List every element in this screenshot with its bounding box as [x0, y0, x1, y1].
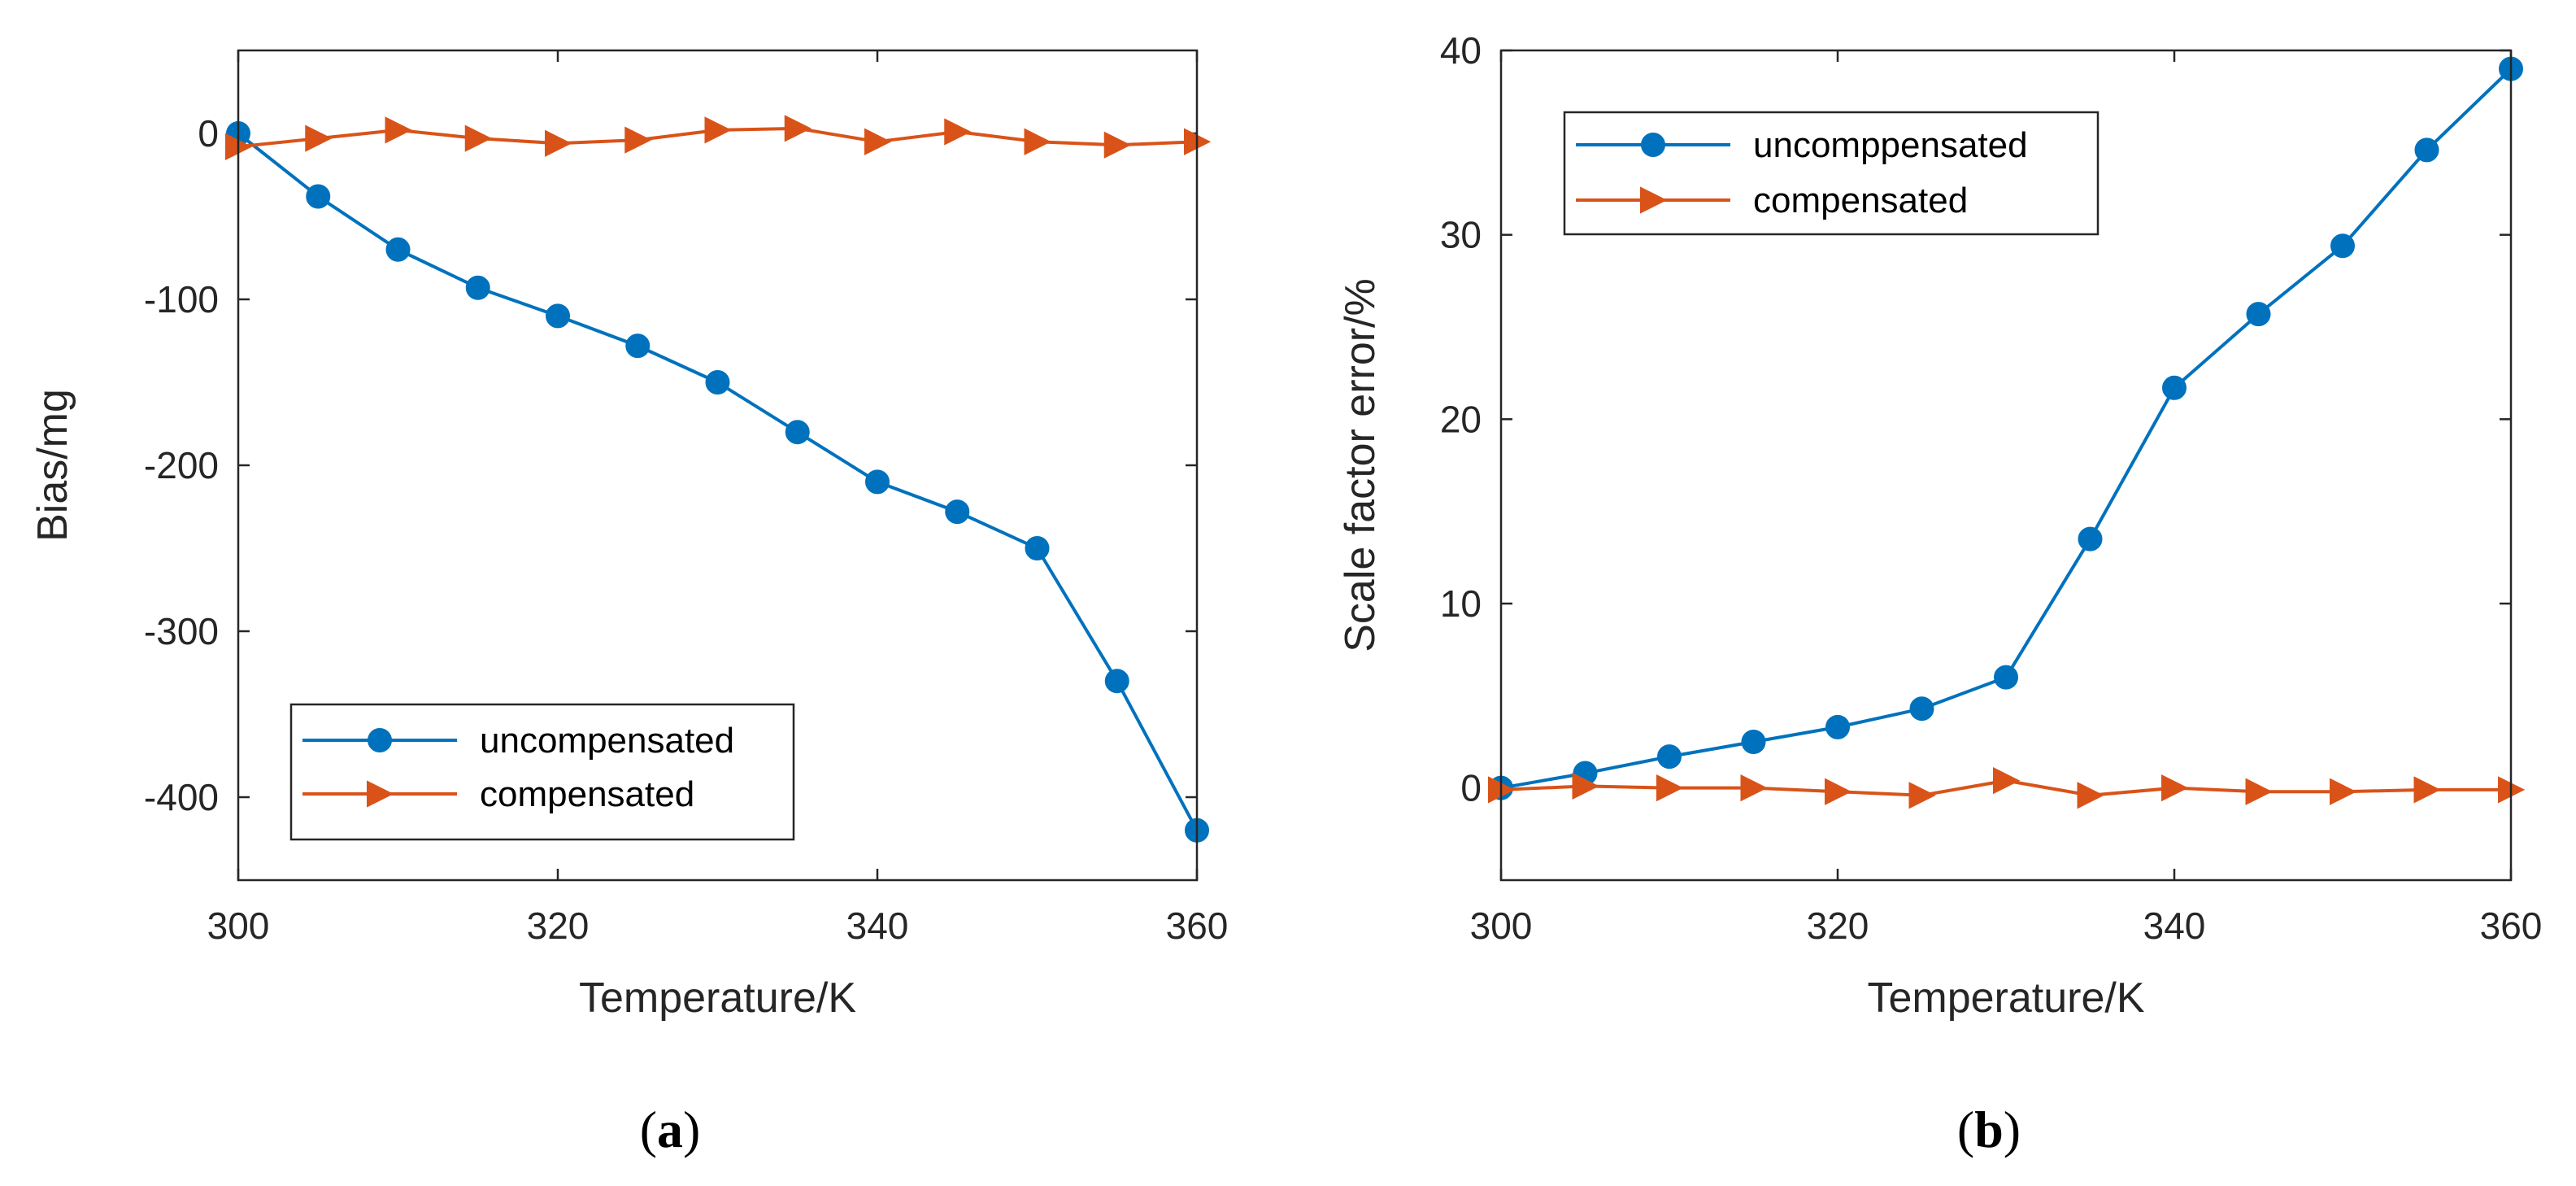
panel-label: (a) — [640, 1101, 701, 1158]
data-point — [1024, 128, 1051, 155]
data-point — [1104, 669, 1129, 694]
x-tick-label: 320 — [527, 905, 590, 947]
axes-box — [237, 49, 1199, 882]
legend-marker — [367, 780, 394, 808]
data-point — [1993, 766, 2021, 795]
series-uncompensated — [226, 121, 1209, 843]
data-point — [864, 128, 892, 155]
y-tick-label: -100 — [144, 278, 219, 320]
y-tick-label: -200 — [144, 444, 219, 486]
data-point — [1825, 714, 1850, 739]
panel-letter: b — [1974, 1101, 2004, 1158]
chart-panel-b: 300 320 340 360 0 10 20 30 40 Temperature/K Scale … — [1337, 29, 2542, 1158]
chart-panel-a: 300 320 340 360 0 -100 -200 -300 -400 Temperature… — [29, 49, 1229, 1158]
x-tick-label: 320 — [1807, 905, 1869, 947]
data-point — [2413, 776, 2441, 804]
data-point — [1103, 131, 1131, 159]
y-axis-label: Scale factor error/% — [1337, 278, 1384, 652]
legend: uncompensated compensated — [289, 703, 795, 841]
data-point — [2077, 782, 2104, 809]
legend-box — [1563, 111, 2100, 236]
data-point — [1908, 782, 1936, 809]
data-point — [305, 124, 333, 152]
y-tick-label: 0 — [198, 112, 219, 155]
data-point — [865, 469, 890, 495]
data-point — [2246, 302, 2271, 327]
axes-box — [1499, 49, 2513, 882]
y-tick-label: 30 — [1440, 214, 1482, 256]
data-point — [1825, 778, 1852, 805]
legend-label: compensated — [1753, 181, 1968, 220]
data-point — [1740, 774, 1768, 802]
legend-marker — [368, 728, 392, 752]
data-point — [625, 334, 651, 359]
series-uncomppensated — [1489, 56, 2523, 800]
y-tick-label: 10 — [1440, 582, 1482, 625]
data-point — [1656, 774, 1684, 802]
data-point — [464, 124, 492, 152]
y-tick-label: 40 — [1440, 29, 1482, 72]
y-tick-label: -300 — [144, 610, 219, 652]
data-point — [385, 237, 411, 262]
data-point — [2330, 778, 2357, 805]
data-point — [385, 116, 412, 144]
data-point — [1994, 665, 2018, 690]
panel-label: (b) — [1957, 1101, 2021, 1158]
data-point — [944, 118, 972, 146]
x-axis-label: Temperature/K — [579, 975, 856, 1022]
series-compensated — [225, 115, 1212, 160]
x-tick-label: 360 — [1166, 905, 1229, 947]
y-tick-label: 0 — [1460, 767, 1482, 809]
data-point — [546, 303, 570, 329]
x-tick-label: 300 — [207, 905, 270, 947]
series-compensated — [1488, 766, 2526, 809]
data-point — [2414, 137, 2439, 163]
data-point — [704, 116, 732, 144]
y-axis-label: Bias/mg — [29, 389, 76, 542]
data-point — [306, 184, 331, 209]
data-point — [1741, 730, 1766, 754]
legend-label: uncomppensated — [1753, 125, 2028, 165]
legend-label: compensated — [480, 774, 694, 814]
data-point — [1909, 696, 1934, 722]
x-axis-label: Temperature/K — [1867, 975, 2144, 1022]
data-point — [2245, 778, 2273, 805]
panel-letter: a — [657, 1101, 683, 1158]
data-point — [2161, 774, 2189, 802]
data-point — [1025, 536, 1050, 560]
y-tick-label: 20 — [1440, 398, 1482, 440]
data-point — [945, 499, 970, 525]
data-point — [1657, 744, 1682, 770]
data-point — [705, 370, 730, 395]
legend: uncomppensated compensated — [1563, 111, 2100, 236]
y-tick-label: -400 — [144, 776, 219, 818]
x-tick-label: 340 — [2143, 905, 2206, 947]
data-point — [545, 129, 572, 157]
data-point — [2330, 233, 2355, 259]
data-point — [784, 115, 812, 142]
data-point — [2162, 375, 2187, 400]
x-tick-label: 300 — [1470, 905, 1533, 947]
legend-marker — [1640, 186, 1668, 214]
x-tick-label: 360 — [2480, 905, 2543, 947]
x-tick-label: 340 — [846, 905, 909, 947]
legend-box — [289, 703, 795, 841]
legend-label: uncompensated — [480, 721, 734, 761]
data-point — [1572, 772, 1599, 800]
data-point — [624, 126, 652, 154]
data-point — [2078, 526, 2103, 552]
legend-marker — [1641, 133, 1665, 157]
data-point — [785, 420, 810, 445]
data-point — [465, 275, 490, 300]
